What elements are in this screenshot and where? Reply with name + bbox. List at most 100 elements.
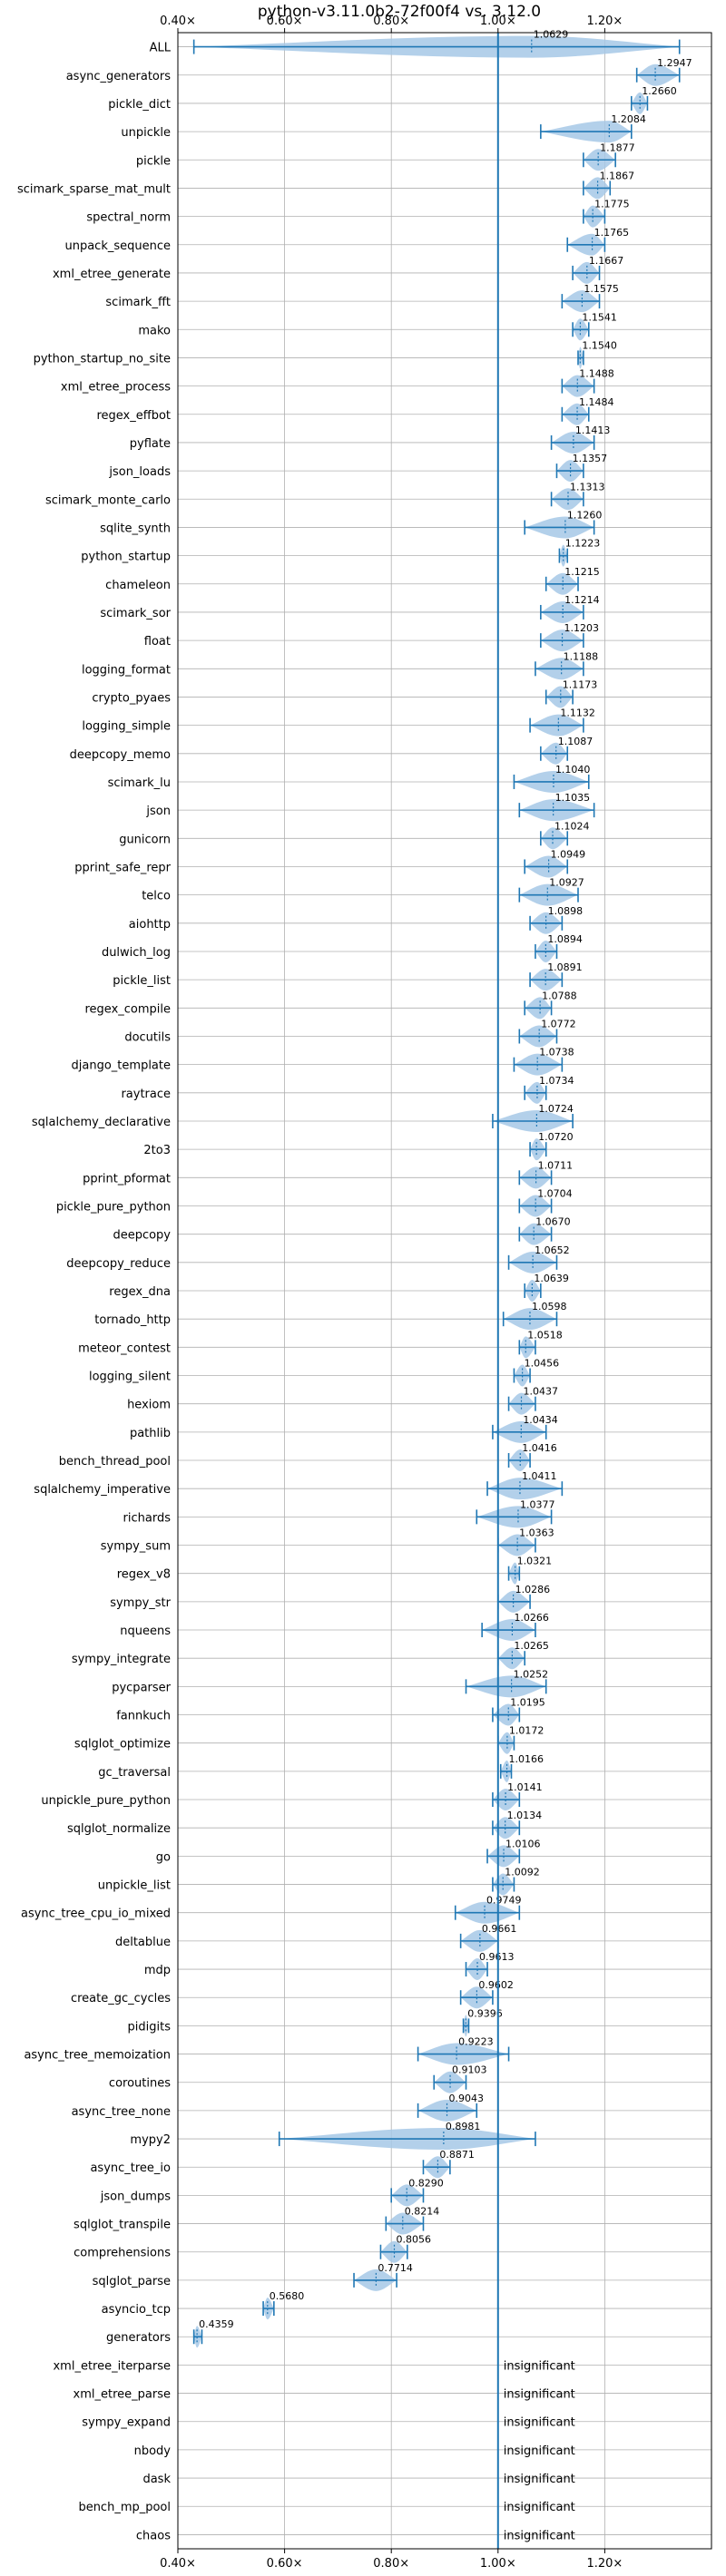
row-label-python_startup_no_site: python_startup_no_site bbox=[34, 352, 171, 366]
row-ALL: ALL 1.0629 bbox=[150, 29, 681, 58]
row-python_startup_no_site: python_startup_no_site 1.1540 bbox=[34, 339, 617, 369]
value-label-async_tree_memoization: 0.9223 bbox=[458, 2036, 494, 2048]
row-mako: mako 1.1541 bbox=[138, 311, 617, 341]
row-pidigits: pidigits 0.9396 bbox=[128, 2007, 503, 2037]
value-label-unpickle_list: 1.0092 bbox=[505, 1867, 540, 1878]
row-docutils: docutils 1.0772 bbox=[124, 1018, 576, 1048]
row-label-raytrace: raytrace bbox=[121, 1088, 171, 1101]
value-label-sqlglot_parse: 0.7714 bbox=[378, 2262, 413, 2274]
tick-label-top-1: 0.60× bbox=[267, 15, 303, 28]
value-label-mdp: 0.9613 bbox=[479, 1951, 515, 1963]
row-regex_dna: regex_dna 1.0639 bbox=[109, 1273, 569, 1302]
row-sqlite_synth: sqlite_synth 1.1260 bbox=[100, 509, 603, 539]
row-label-sqlalchemy_declarative: sqlalchemy_declarative bbox=[32, 1116, 171, 1129]
row-pyflate: pyflate 1.1413 bbox=[130, 424, 611, 454]
row-label-nbody: nbody bbox=[134, 2444, 172, 2458]
value-label-sqlglot_normalize: 1.0134 bbox=[507, 1810, 543, 1821]
value-label-tornado_http: 1.0598 bbox=[532, 1301, 567, 1312]
row-label-deepcopy: deepcopy bbox=[113, 1229, 171, 1243]
row-pycparser: pycparser 1.0252 bbox=[112, 1668, 549, 1698]
row-scimark_lu: scimark_lu 1.1040 bbox=[108, 764, 590, 793]
row-pickle_pure_python: pickle_pure_python 1.0704 bbox=[56, 1187, 573, 1217]
row-float: float 1.1203 bbox=[144, 622, 599, 652]
insignificant-label-xml_etree_parse: insignificant bbox=[504, 2388, 575, 2402]
row-xml_etree_generate: xml_etree_generate 1.1667 bbox=[53, 255, 623, 284]
row-logging_format: logging_format 1.1188 bbox=[82, 650, 599, 680]
row-meteor_contest: meteor_contest 1.0518 bbox=[78, 1329, 563, 1359]
row-label-fannkuch: fannkuch bbox=[116, 1710, 171, 1723]
value-label-json: 1.1035 bbox=[555, 792, 591, 804]
row-label-pprint_pformat: pprint_pformat bbox=[83, 1172, 171, 1186]
value-label-pyflate: 1.1413 bbox=[575, 424, 611, 436]
value-label-json_dumps: 0.8290 bbox=[408, 2177, 444, 2189]
value-label-pickle_dict: 1.2660 bbox=[642, 85, 677, 97]
plot-frame bbox=[177, 32, 712, 2550]
row-label-create_gc_cycles: create_gc_cycles bbox=[71, 1992, 171, 2005]
row-label-pathlib: pathlib bbox=[130, 1427, 171, 1440]
value-label-async_tree_cpu_io_mixed: 0.9749 bbox=[486, 1895, 522, 1907]
row-regex_effbot: regex_effbot 1.1484 bbox=[96, 396, 614, 425]
row-label-logging_simple: logging_simple bbox=[82, 720, 171, 734]
row-label-xml_etree_process: xml_etree_process bbox=[61, 381, 171, 395]
value-label-xml_etree_generate: 1.1667 bbox=[589, 255, 624, 267]
row-label-sqlglot_parse: sqlglot_parse bbox=[93, 2275, 171, 2288]
value-label-pickle: 1.1877 bbox=[600, 141, 635, 153]
value-label-meteor_contest: 1.0518 bbox=[527, 1329, 563, 1341]
row-label-asyncio_tcp: asyncio_tcp bbox=[102, 2303, 171, 2317]
row-label-float: float bbox=[144, 635, 171, 649]
row-hexiom: hexiom 1.0437 bbox=[127, 1386, 558, 1415]
axes: 0.40× 0.40× 0.60× 0.60× 0.80× 0.80× 1.00× 1.00×… bbox=[160, 15, 712, 2571]
row-label-async_tree_cpu_io_mixed: async_tree_cpu_io_mixed bbox=[21, 1908, 171, 1921]
row-sympy_integrate: sympy_integrate 1.0265 bbox=[72, 1640, 549, 1670]
value-label-aiohttp: 1.0898 bbox=[548, 905, 584, 917]
row-comprehensions: comprehensions 0.8056 bbox=[74, 2234, 431, 2263]
value-label-regex_compile: 1.0788 bbox=[542, 990, 577, 1001]
row-label-deltablue: deltablue bbox=[115, 1936, 171, 1949]
value-label-sqlalchemy_declarative: 1.0724 bbox=[538, 1103, 574, 1115]
row-unpickle_pure_python: unpickle_pure_python 1.0141 bbox=[41, 1781, 543, 1811]
value-label-logging_format: 1.1188 bbox=[564, 650, 599, 662]
value-label-chameleon: 1.1215 bbox=[564, 566, 600, 578]
row-chameleon: chameleon 1.1215 bbox=[105, 566, 600, 595]
value-label-pycparser: 1.0252 bbox=[514, 1668, 549, 1680]
chart-title: python-v3.11.0b2-72f00f4 vs. 3.12.0 bbox=[258, 3, 541, 21]
value-label-mypy2: 0.8981 bbox=[446, 2121, 481, 2132]
row-label-generators: generators bbox=[106, 2331, 171, 2345]
value-label-telco: 1.0927 bbox=[549, 877, 584, 889]
row-label-chameleon: chameleon bbox=[105, 579, 171, 592]
row-python_startup: python_startup 1.1223 bbox=[81, 538, 600, 567]
value-label-scimark_fft: 1.1575 bbox=[584, 283, 619, 295]
value-label-crypto_pyaes: 1.1173 bbox=[563, 678, 598, 690]
row-tornado_http: tornado_http 1.0598 bbox=[94, 1301, 567, 1331]
value-label-go: 1.0106 bbox=[505, 1838, 541, 1849]
row-go: go 1.0106 bbox=[156, 1838, 541, 1868]
value-label-scimark_monte_carlo: 1.1313 bbox=[570, 481, 605, 493]
row-label-nqueens: nqueens bbox=[120, 1625, 171, 1638]
value-label-unpickle_pure_python: 1.0141 bbox=[507, 1781, 543, 1793]
value-label-sqlite_synth: 1.1260 bbox=[567, 509, 603, 521]
row-crypto_pyaes: crypto_pyaes 1.1173 bbox=[92, 678, 598, 708]
row-label-django_template: django_template bbox=[72, 1059, 171, 1073]
row-mypy2: mypy2 0.8981 bbox=[130, 2121, 536, 2151]
row-label-pickle: pickle bbox=[136, 154, 171, 168]
row-logging_simple: logging_simple 1.1132 bbox=[82, 707, 595, 737]
insignificant-label-dask: insignificant bbox=[504, 2473, 575, 2486]
value-label-dulwich_log: 1.0894 bbox=[547, 933, 583, 945]
value-label-regex_dna: 1.0639 bbox=[534, 1273, 569, 1284]
tick-label-top-4: 1.20× bbox=[586, 15, 623, 28]
row-gc_traversal: gc_traversal 1.0166 bbox=[98, 1753, 544, 1782]
value-label-json_loads: 1.1357 bbox=[573, 453, 608, 464]
value-label-docutils: 1.0772 bbox=[541, 1018, 576, 1029]
row-label-spectral_norm: spectral_norm bbox=[86, 211, 171, 225]
value-label-sympy_sum: 1.0363 bbox=[519, 1527, 554, 1539]
row-django_template: django_template 1.0738 bbox=[72, 1047, 574, 1076]
row-deltablue: deltablue 0.9661 bbox=[115, 1923, 516, 1952]
value-label-pprint_safe_repr: 1.0949 bbox=[551, 848, 586, 860]
row-label-unpack_sequence: unpack_sequence bbox=[64, 239, 171, 253]
insignificant-label-xml_etree_iterparse: insignificant bbox=[504, 2359, 575, 2373]
value-label-deepcopy_reduce: 1.0652 bbox=[535, 1244, 570, 1256]
row-label-gc_traversal: gc_traversal bbox=[98, 1766, 171, 1780]
row-label-bench_mp_pool: bench_mp_pool bbox=[78, 2501, 171, 2514]
row-label-python_startup: python_startup bbox=[81, 551, 171, 564]
